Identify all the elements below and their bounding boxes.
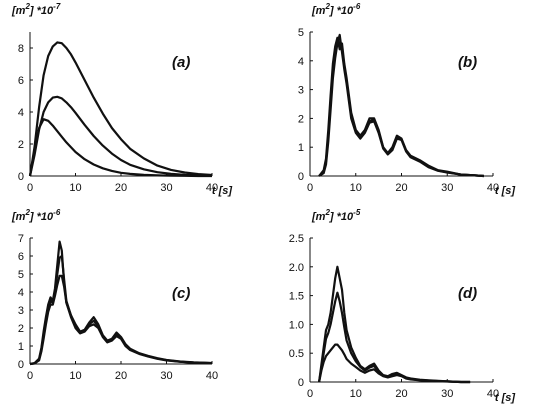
y-tick-label: 3 [18,305,24,317]
y-unit-label: [m2] *10-6 [11,208,61,223]
panel-c: 0 1 2 3 4 5 6 7 0 10 20 30 40 [m2] *10-6 (c) [11,208,218,382]
x-tick-label: 0 [27,370,33,382]
x-axis-label: t [s] [495,185,516,197]
y-tick-label: 2.0 [289,262,304,274]
y-tick-label: 2 [298,113,304,125]
series-line-3 [29,274,213,366]
panel-b: 0 1 2 3 4 5 0 10 20 30 40 [m2] *10-6 (b) t [s] [298,2,516,197]
panel-label: (b) [458,54,477,71]
x-tick-label: 20 [395,388,407,400]
series-line-2 [29,254,213,366]
y-tick-label: 0 [18,171,24,183]
series-line-2 [318,291,471,384]
y-tick-label: 4 [18,107,24,119]
y-tick-label: 0 [298,377,304,389]
y-tick-label: 6 [18,251,24,263]
panel-a: 0 2 4 6 8 0 10 20 30 40 [m2] *10-7 (a) t [s] [11,2,232,197]
x-tick-label: 40 [206,370,218,382]
x-tick-label: 40 [206,182,218,194]
x-tick-label: 10 [69,182,81,194]
x-tick-label: 10 [69,370,81,382]
x-tick-label: 30 [441,182,453,194]
series-line-1 [29,240,213,366]
y-tick-label: 7 [18,233,24,245]
series-line-1 [318,265,471,384]
y-tick-label: 1 [298,142,304,154]
y-tick-label: 6 [18,75,24,87]
y-tick-label: 4 [18,287,24,299]
y-tick-label: 0 [18,359,24,371]
series-line-3 [318,39,484,178]
x-tick-label: 0 [307,388,313,400]
y-tick-label: 5 [298,27,304,39]
y-tick-label: 0 [298,171,304,183]
x-tick-label: 10 [350,388,362,400]
x-tick-label: 20 [395,182,407,194]
x-tick-label: 30 [160,182,172,194]
series-line-3 [318,343,471,384]
y-tick-label: 1.5 [289,291,304,303]
series-line-1 [28,41,213,177]
x-axis-label: t [s] [212,185,233,197]
panel-label: (c) [172,285,190,302]
y-unit-label: [m2] *10-7 [11,2,61,17]
x-tick-label: 40 [487,388,499,400]
y-tick-label: 5 [18,269,24,281]
y-tick-label: 3 [298,85,304,97]
y-tick-label: 8 [18,43,24,55]
y-tick-label: 1 [18,341,24,353]
x-tick-label: 0 [307,182,313,194]
panel-label: (a) [172,54,190,71]
series-line-2 [28,95,213,177]
y-unit-label: [m2] *10-5 [311,208,361,223]
x-tick-label: 30 [441,388,453,400]
x-axis-label: t [s] [495,392,516,404]
y-unit-label: [m2] *10-6 [311,2,361,17]
y-tick-label: 4 [298,56,304,68]
x-tick-label: 30 [160,370,172,382]
y-tick-label: 2 [18,139,24,151]
x-tick-label: 40 [487,182,499,194]
y-tick-label: 1.0 [289,319,304,331]
series-line-3 [28,118,212,178]
x-tick-label: 0 [27,182,33,194]
panel-label: (d) [458,285,477,302]
y-tick-label: 2 [18,323,24,335]
x-tick-label: 10 [350,182,362,194]
panel-d: 0 0.5 1.0 1.5 2.0 2.5 0 10 20 30 40 [m2] *10-5 (d) t … [289,208,516,404]
x-tick-label: 20 [115,370,127,382]
y-tick-label: 0.5 [289,348,304,360]
y-tick-label: 2.5 [289,233,304,245]
x-tick-label: 20 [115,182,127,194]
